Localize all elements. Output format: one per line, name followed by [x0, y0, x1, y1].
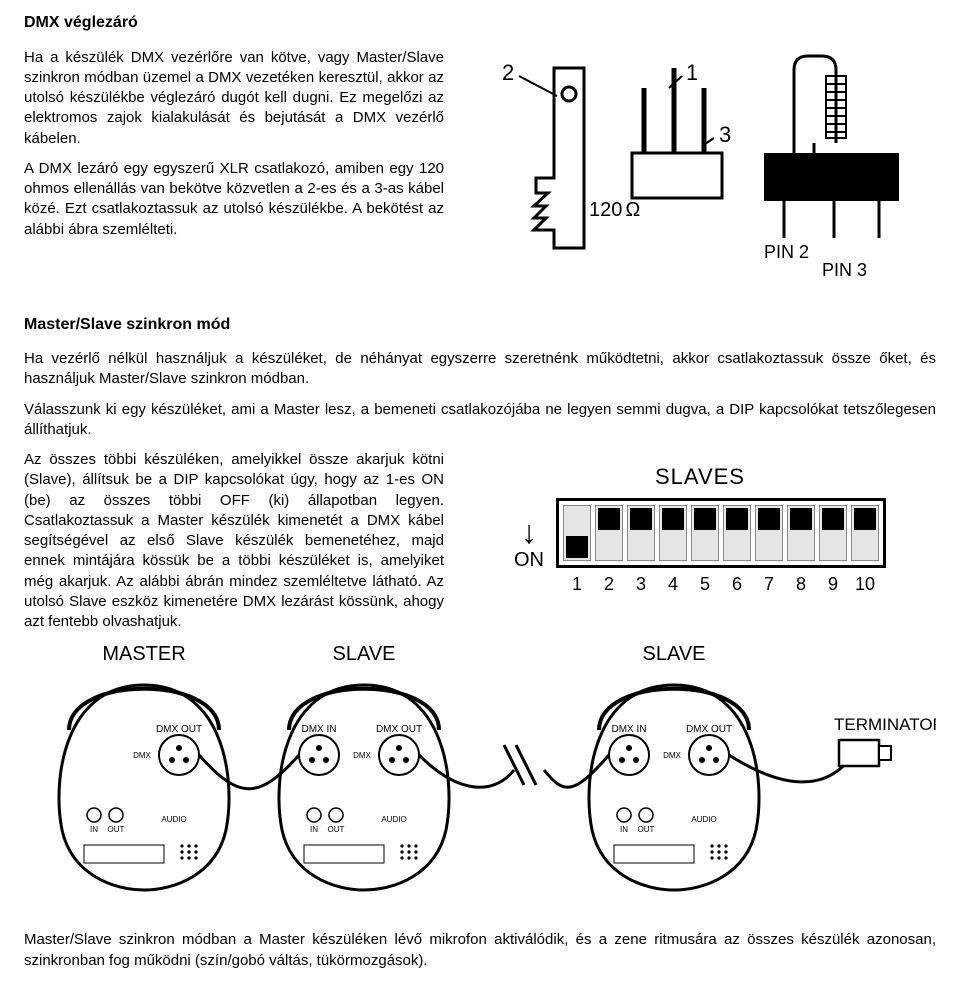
section-master-slave-body: Az összes többi készüléken, amelyikkel ö… — [24, 450, 936, 632]
svg-text:DMX IN: DMX IN — [612, 724, 647, 735]
svg-text:TERMINATOR: TERMINATOR — [834, 715, 936, 734]
xlr-label-3: 3 — [719, 122, 731, 147]
svg-text:OUT: OUT — [328, 825, 345, 834]
sec2-text-column: Az összes többi készüléken, amelyikkel ö… — [24, 450, 444, 632]
dip-switch-10 — [851, 505, 879, 561]
svg-text:DMX OUT: DMX OUT — [686, 724, 732, 735]
dip-switch-1 — [563, 505, 591, 561]
xlr-pin3-label: PIN 3 — [822, 260, 867, 280]
footer-paragraph: Master/Slave szinkron módban a Master ké… — [24, 930, 936, 971]
dip-switch-9 — [819, 505, 847, 561]
sec1-paragraph-2: A DMX lezáró egy egyszerű XLR csatlakozó… — [24, 159, 444, 240]
dip-number-label: 3 — [627, 572, 655, 596]
svg-text:DMX IN: DMX IN — [302, 724, 337, 735]
dip-switch-5 — [691, 505, 719, 561]
dip-number-label: 6 — [723, 572, 751, 596]
sec1-paragraph-1: Ha a készülék DMX vezérlőre van kötve, v… — [24, 48, 444, 149]
dip-on-label: ON — [514, 547, 544, 574]
section-master-slave-title: Master/Slave szinkron mód — [24, 314, 936, 336]
page-title: DMX véglezáró — [24, 12, 936, 34]
dip-number-label: 5 — [691, 572, 719, 596]
dip-switch-2 — [595, 505, 623, 561]
dip-switch-4 — [659, 505, 687, 561]
dip-number-label: 2 — [595, 572, 623, 596]
svg-text:MASTER: MASTER — [102, 643, 185, 665]
svg-text:DMX: DMX — [663, 751, 681, 760]
svg-text:DMX: DMX — [353, 751, 371, 760]
xlr-ohm-unit: Ω — [625, 199, 640, 221]
dip-title: SLAVES — [655, 462, 745, 492]
sec2-intro-1: Ha vezérlő nélkül használjuk a készüléke… — [24, 349, 936, 390]
svg-text:SLAVE: SLAVE — [333, 643, 396, 665]
svg-text:120Ω: 120Ω — [589, 199, 640, 221]
dip-number-label: 8 — [787, 572, 815, 596]
dip-switch-6 — [723, 505, 751, 561]
dip-number-label: 7 — [755, 572, 783, 596]
dip-number-label: 10 — [851, 572, 879, 596]
dip-arrow-down-icon: ↓ — [521, 520, 537, 546]
section-dmx-terminator: Ha a készülék DMX vezérlőre van kötve, v… — [24, 48, 936, 298]
svg-text:OUT: OUT — [108, 825, 125, 834]
dip-switch-7 — [755, 505, 783, 561]
sec1-text-column: Ha a készülék DMX vezérlőre van kötve, v… — [24, 48, 444, 250]
dip-number-label: 4 — [659, 572, 687, 596]
xlr-ohm-value: 120 — [589, 199, 622, 221]
dip-switch-3 — [627, 505, 655, 561]
master-slave-chain-diagram: MASTER DMX OUT DMX IN OUT AUDIO SLAVE DMX OUT DM… — [24, 640, 936, 920]
svg-text:OUT: OUT — [638, 825, 655, 834]
xlr-label-1: 1 — [686, 60, 698, 85]
sec2-intro-2: Válasszunk ki egy készüléket, ami a Mast… — [24, 400, 936, 441]
svg-text:AUDIO: AUDIO — [691, 815, 716, 824]
dip-number-label: 9 — [819, 572, 847, 596]
xlr-terminator-diagram: 2 1 3 120Ω — [464, 48, 936, 298]
svg-text:IN: IN — [310, 825, 318, 834]
svg-text:IN: IN — [90, 825, 98, 834]
dip-number-label: 1 — [563, 572, 591, 596]
dip-switch-box — [556, 498, 886, 568]
svg-text:DMX OUT: DMX OUT — [376, 724, 422, 735]
svg-text:AUDIO: AUDIO — [161, 815, 186, 824]
svg-text:SLAVE: SLAVE — [643, 643, 706, 665]
svg-text:DMX OUT: DMX OUT — [156, 724, 202, 735]
xlr-label-2: 2 — [502, 60, 514, 85]
dip-switch-8 — [787, 505, 815, 561]
xlr-pin2-label: PIN 2 — [764, 242, 809, 262]
dip-switch-diagram: SLAVES ↓ ON 12345678910 — [464, 450, 936, 596]
dip-numbers-row: 12345678910 — [563, 572, 879, 596]
svg-text:IN: IN — [620, 825, 628, 834]
svg-text:AUDIO: AUDIO — [381, 815, 406, 824]
svg-text:DMX: DMX — [133, 751, 151, 760]
sec2-left-paragraph: Az összes többi készüléken, amelyikkel ö… — [24, 450, 444, 632]
